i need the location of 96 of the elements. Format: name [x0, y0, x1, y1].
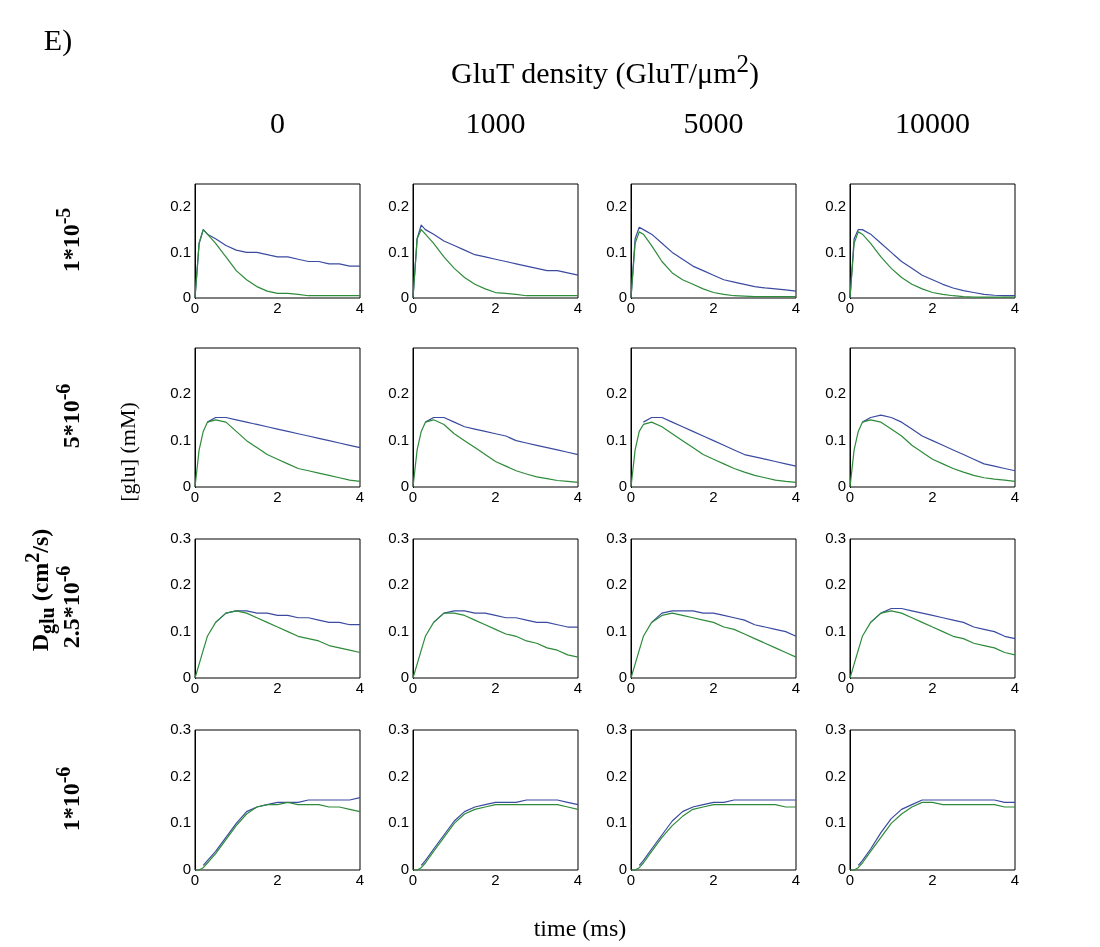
y-tick-label: 0.3 — [170, 529, 191, 547]
y-tick-label: 0 — [837, 860, 846, 878]
x-tick-label: 4 — [1010, 488, 1020, 506]
text: [glu] (mM) — [115, 402, 141, 502]
y-tick-label: 0.1 — [825, 621, 846, 639]
y-tick-label: 0.1 — [606, 242, 627, 260]
y-tick-label: 0.1 — [825, 242, 846, 260]
chart-title: 1000 — [465, 106, 526, 140]
x-tick-label: 4 — [791, 299, 801, 317]
y-tick-label: 0.1 — [388, 430, 409, 448]
y-tick-label: 0.3 — [606, 720, 627, 738]
y-tick-label: 0.3 — [825, 720, 846, 738]
y-tick-label: 0.2 — [170, 766, 191, 784]
x-tick-label: 4 — [791, 871, 801, 889]
y-tick-label: 0.2 — [388, 196, 409, 214]
y-tick-label: 0 — [182, 477, 191, 495]
y-tick-label: 0.2 — [388, 766, 409, 784]
y-tick-label: 0.1 — [388, 813, 409, 831]
y-tick-label: 0 — [400, 477, 409, 495]
x-tick-label: 2 — [928, 488, 937, 506]
y-tick-label: 0 — [837, 288, 846, 306]
y-tick-label: 0.1 — [825, 813, 846, 831]
y-tick-label: 0.2 — [825, 384, 846, 402]
y-tick-label: 0.2 — [606, 384, 627, 402]
y-tick-label: 0.2 — [170, 196, 191, 214]
y-tick-label: 0 — [182, 860, 191, 878]
y-tick-label: 0 — [837, 477, 846, 495]
x-tick-label: 4 — [791, 488, 801, 506]
y-tick-label: 0 — [618, 668, 627, 686]
x-tick-label: 4 — [1010, 871, 1020, 889]
y-tick-label: 0.1 — [388, 621, 409, 639]
y-tick-label: 0.2 — [388, 575, 409, 593]
y-tick-label: 0.2 — [606, 196, 627, 214]
text: time (ms) — [533, 914, 627, 942]
x-tick-label: 2 — [273, 679, 282, 697]
text: E) — [43, 23, 73, 57]
chart-title: 0 — [270, 106, 285, 140]
x-tick-label: 4 — [1010, 299, 1020, 317]
y-tick-label: 0.1 — [170, 813, 191, 831]
x-tick-label: 4 — [573, 871, 583, 889]
x-tick-label: 4 — [573, 488, 583, 506]
y-tick-label: 0.1 — [606, 430, 627, 448]
x-tick-label: 2 — [709, 679, 718, 697]
x-tick-label: 4 — [1010, 679, 1020, 697]
x-tick-label: 2 — [709, 871, 718, 889]
x-tick-label: 2 — [928, 871, 937, 889]
y-tick-label: 0 — [400, 288, 409, 306]
y-tick-label: 0.1 — [388, 242, 409, 260]
x-tick-label: 4 — [355, 299, 365, 317]
y-tick-label: 0.1 — [606, 621, 627, 639]
x-tick-label: 4 — [355, 679, 365, 697]
x-tick-label: 2 — [928, 679, 937, 697]
x-tick-label: 2 — [273, 488, 282, 506]
x-tick-label: 2 — [491, 679, 500, 697]
y-tick-label: 0.2 — [606, 766, 627, 784]
y-tick-label: 0 — [618, 288, 627, 306]
y-tick-label: 0.2 — [825, 766, 846, 784]
y-tick-label: 0 — [400, 668, 409, 686]
y-tick-label: 0.3 — [388, 720, 409, 738]
x-tick-label: 4 — [573, 299, 583, 317]
x-tick-label: 2 — [709, 299, 718, 317]
chart-title: 10000 — [895, 106, 970, 140]
y-tick-label: 0 — [400, 860, 409, 878]
y-tick-label: 0.2 — [825, 196, 846, 214]
x-tick-label: 2 — [709, 488, 718, 506]
text: GluT density (GluT/μm$^{2}$) — [450, 50, 760, 90]
y-tick-label: 0.1 — [170, 430, 191, 448]
y-tick-label: 0.1 — [825, 430, 846, 448]
y-tick-label: 0.3 — [388, 529, 409, 547]
x-tick-label: 2 — [273, 871, 282, 889]
y-tick-label: 0.1 — [170, 621, 191, 639]
x-tick-label: 4 — [573, 679, 583, 697]
y-tick-label: 0.2 — [825, 575, 846, 593]
x-tick-label: 2 — [273, 299, 282, 317]
y-tick-label: 0.2 — [606, 575, 627, 593]
x-tick-label: 2 — [928, 299, 937, 317]
y-tick-label: 0.3 — [170, 720, 191, 738]
y-tick-label: 0.3 — [825, 529, 846, 547]
x-tick-label: 4 — [355, 488, 365, 506]
y-tick-label: 0 — [618, 477, 627, 495]
y-tick-label: 0.2 — [170, 384, 191, 402]
chart-title: 5000 — [683, 106, 744, 140]
x-tick-label: 4 — [791, 679, 801, 697]
x-tick-label: 2 — [491, 488, 500, 506]
y-tick-label: 0.2 — [388, 384, 409, 402]
y-tick-label: 0.2 — [170, 575, 191, 593]
x-tick-label: 2 — [491, 299, 500, 317]
y-tick-label: 0 — [182, 668, 191, 686]
y-tick-label: 0.1 — [170, 242, 191, 260]
y-tick-label: 0 — [837, 668, 846, 686]
y-tick-label: 0.1 — [606, 813, 627, 831]
x-tick-label: 2 — [491, 871, 500, 889]
x-tick-label: 4 — [355, 871, 365, 889]
y-tick-label: 0.3 — [606, 529, 627, 547]
y-tick-label: 0 — [182, 288, 191, 306]
y-tick-label: 0 — [618, 860, 627, 878]
